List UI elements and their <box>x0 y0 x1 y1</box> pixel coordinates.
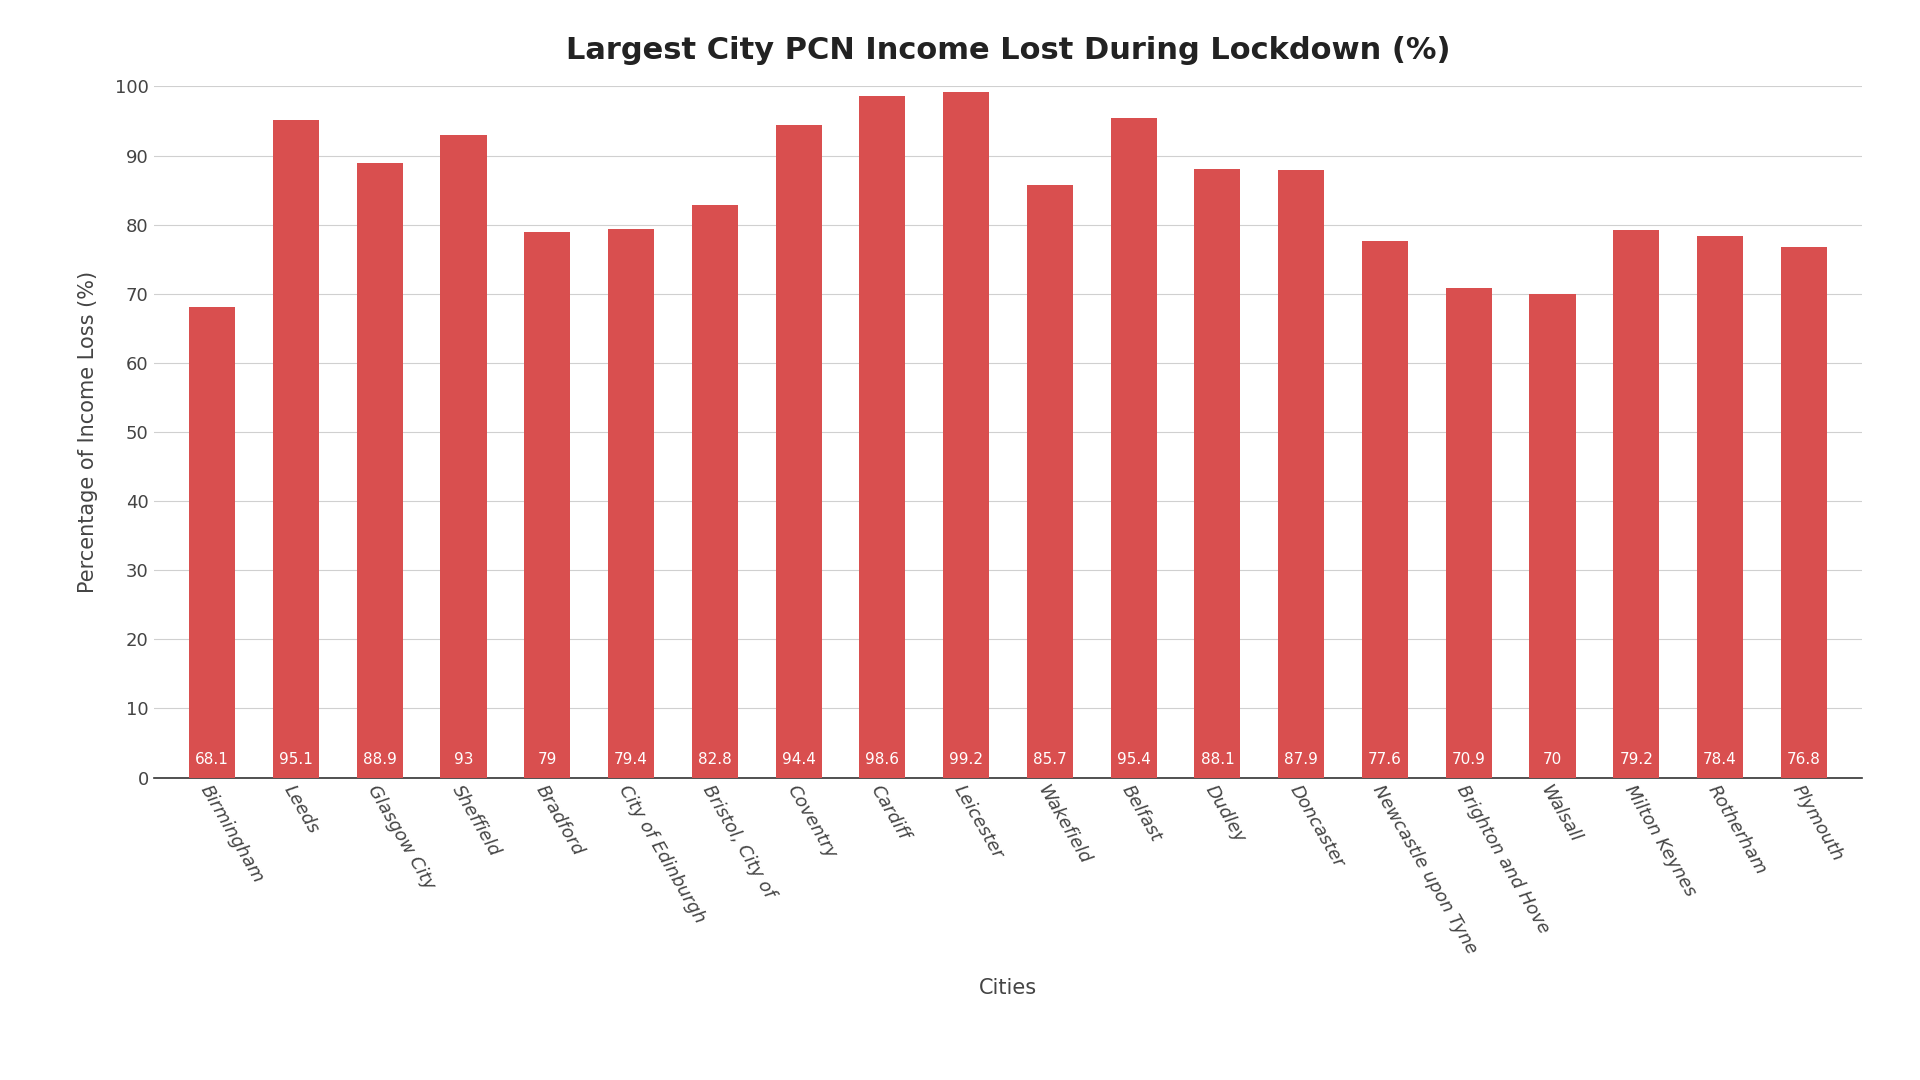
Bar <box>943 92 989 778</box>
Bar <box>1194 168 1240 778</box>
Text: 98.6: 98.6 <box>866 753 899 767</box>
Bar <box>1613 230 1659 778</box>
Title: Largest City PCN Income Lost During Lockdown (%): Largest City PCN Income Lost During Lock… <box>566 36 1450 65</box>
Text: 88.1: 88.1 <box>1200 753 1235 767</box>
Bar <box>524 231 570 778</box>
Bar <box>440 135 486 778</box>
Text: 87.9: 87.9 <box>1284 753 1319 767</box>
Text: 95.4: 95.4 <box>1117 753 1150 767</box>
Text: 78.4: 78.4 <box>1703 753 1738 767</box>
Text: 95.1: 95.1 <box>278 753 313 767</box>
Bar <box>190 307 236 778</box>
Text: 93: 93 <box>453 753 472 767</box>
Text: 79.4: 79.4 <box>614 753 647 767</box>
Text: 79.2: 79.2 <box>1619 753 1653 767</box>
Bar <box>691 205 737 778</box>
Text: 99.2: 99.2 <box>948 753 983 767</box>
Y-axis label: Percentage of Income Loss (%): Percentage of Income Loss (%) <box>79 271 98 593</box>
Bar <box>860 96 906 778</box>
Text: 70.9: 70.9 <box>1452 753 1486 767</box>
Bar <box>1110 118 1156 778</box>
Bar <box>1530 294 1576 778</box>
Text: 68.1: 68.1 <box>196 753 228 767</box>
Bar <box>1279 170 1325 778</box>
Text: 79: 79 <box>538 753 557 767</box>
Text: 77.6: 77.6 <box>1369 753 1402 767</box>
Bar <box>609 229 655 778</box>
Bar <box>1446 287 1492 778</box>
Text: 76.8: 76.8 <box>1788 753 1820 767</box>
Text: 88.9: 88.9 <box>363 753 397 767</box>
Bar <box>1697 235 1743 778</box>
Bar <box>1361 241 1407 778</box>
X-axis label: Cities: Cities <box>979 978 1037 999</box>
Text: 85.7: 85.7 <box>1033 753 1068 767</box>
Bar <box>776 125 822 778</box>
Text: 82.8: 82.8 <box>699 753 732 767</box>
Text: 70: 70 <box>1544 753 1563 767</box>
Bar <box>273 120 319 778</box>
Text: 94.4: 94.4 <box>781 753 816 767</box>
Bar <box>357 163 403 778</box>
Bar <box>1027 186 1073 778</box>
Bar <box>1780 246 1826 778</box>
